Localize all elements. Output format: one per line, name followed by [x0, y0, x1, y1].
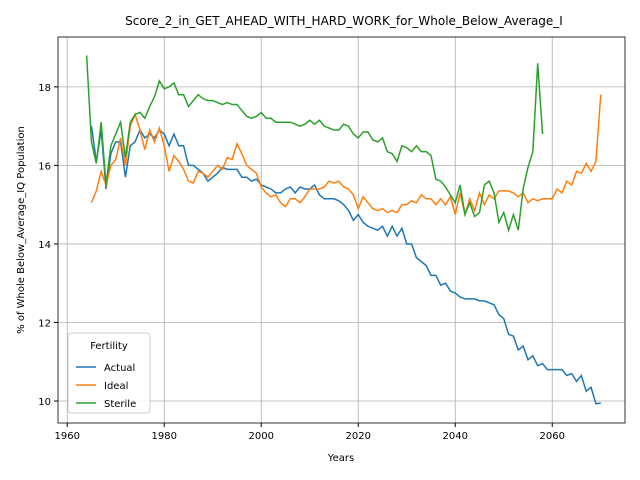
- x-tick-label: 1960: [54, 431, 79, 442]
- x-tick-label: 2040: [443, 431, 468, 442]
- plot-frame: [57, 36, 626, 424]
- x-axis-label: Years: [327, 453, 354, 464]
- y-tick-label: 18: [38, 83, 51, 94]
- y-tick-label: 16: [38, 161, 51, 172]
- y-tick-label: 12: [38, 318, 51, 329]
- x-tick-label: 2000: [249, 431, 274, 442]
- x-tick-label: 1980: [151, 431, 176, 442]
- y-tick-label: 10: [38, 397, 51, 408]
- chart-title: Score_2_in_GET_AHEAD_WITH_HARD_WORK_for_…: [125, 14, 563, 28]
- line: [90, 94, 602, 218]
- x-tick-label: 2060: [540, 431, 565, 442]
- y-tick-label: 14: [38, 240, 51, 251]
- line: [90, 126, 601, 405]
- legend-label: Sterile: [104, 399, 136, 410]
- legend-title: Fertility: [90, 341, 128, 352]
- line: [85, 55, 544, 233]
- legend-label: Ideal: [104, 381, 128, 392]
- x-tick-label: 2020: [346, 431, 371, 442]
- legend-label: Actual: [104, 363, 135, 374]
- y-axis-label: % of Whole Below_Average_IQ Population: [16, 126, 27, 334]
- legend-box: [67, 332, 151, 414]
